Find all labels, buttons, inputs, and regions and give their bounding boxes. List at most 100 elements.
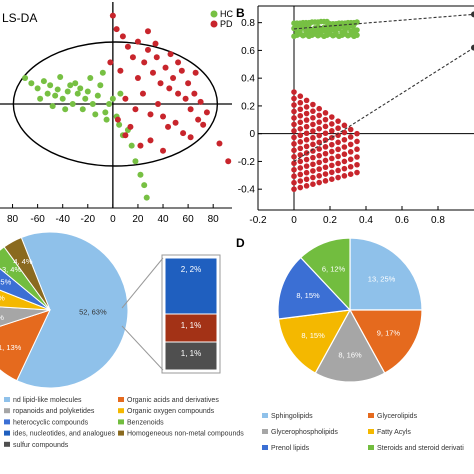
point-q2 <box>329 176 335 182</box>
point-pd <box>134 38 141 45</box>
point-hc <box>141 182 148 189</box>
legend-marker-hc <box>210 10 218 18</box>
point-pd <box>197 98 204 105</box>
point-q2 <box>341 122 348 129</box>
legend-swatch <box>262 445 268 450</box>
legend-label: nd lipid-like molecules <box>13 397 82 404</box>
pie-slice <box>349 237 423 311</box>
x-tick-label: 40 <box>157 214 169 225</box>
point-pd <box>152 40 159 47</box>
point-q2 <box>291 134 297 141</box>
point-q2 <box>297 106 304 113</box>
point-q2 <box>310 108 316 114</box>
point-q2 <box>354 146 360 153</box>
point-q2 <box>329 155 335 162</box>
pie-slice-label: 8, 15% <box>301 331 325 340</box>
point-hc <box>37 95 44 102</box>
legend-marker-pd <box>210 20 218 28</box>
point-hc <box>59 95 66 102</box>
point-pd <box>200 121 207 128</box>
legend-swatch <box>262 413 268 418</box>
pie-slice <box>16 231 129 389</box>
point-pd <box>203 109 210 116</box>
point-q2 <box>310 121 316 128</box>
point-q2 <box>303 137 310 143</box>
point-q2 <box>310 174 316 181</box>
legend-swatch <box>4 397 10 402</box>
point-q2 <box>316 166 323 172</box>
legend-label: Organic acids and derivatives <box>127 397 219 404</box>
x-tick-label: -20 <box>81 214 96 225</box>
point-pd <box>137 142 144 149</box>
pie-slice-label: 4, 5% <box>0 294 5 303</box>
point-q2 <box>354 130 360 137</box>
y-tick-label: -0.2 <box>238 157 256 168</box>
pie-slice <box>299 237 351 312</box>
y-tick-label: 0.6 <box>241 46 255 57</box>
pie-slice-label: 3, 4% <box>2 265 22 274</box>
legend-swatch <box>4 430 10 436</box>
point-q2 <box>297 178 304 184</box>
legend-label: Steroids and steroid derivati <box>377 445 464 452</box>
panel-c-pie: 52, 63% 11, 13% 5, 6% 4, 5% 4, 5% 3, 4%4, 4% 2… <box>0 231 244 449</box>
legend-swatch <box>4 441 10 447</box>
point-pd <box>166 85 173 92</box>
legend-label: heterocyclic compounds <box>13 419 89 426</box>
y-tick-label: 0.4 <box>241 74 255 85</box>
point-q2 <box>310 128 316 134</box>
point-q2 <box>322 157 329 164</box>
point-q2 <box>303 163 310 169</box>
pie-slice-label: 4, 4% <box>13 257 33 266</box>
point-q2 <box>354 154 360 160</box>
pie-slice-label: 8, 15% <box>296 291 320 300</box>
point-q2 <box>329 162 335 169</box>
point-pd <box>160 113 167 120</box>
point-q2 <box>341 144 348 150</box>
panel-label-b: B <box>236 6 245 20</box>
point-q2 <box>310 168 316 174</box>
point-pd <box>172 119 179 126</box>
point-pd <box>187 106 194 113</box>
legend-label: HC <box>220 9 233 19</box>
legend-swatch <box>118 419 124 425</box>
point-q2 <box>291 89 297 95</box>
point-q2 <box>341 158 348 165</box>
point-q2 <box>291 115 297 121</box>
point-pd <box>139 90 146 97</box>
point-hc <box>137 171 144 178</box>
y-tick-label: 0.8 <box>241 18 255 29</box>
point-q2 <box>347 149 354 155</box>
point-pd <box>185 80 192 87</box>
point-hc <box>128 142 135 149</box>
point-q2 <box>303 110 310 117</box>
point-pd <box>127 123 134 130</box>
bar-segment <box>164 313 218 343</box>
legend-swatch <box>368 413 374 418</box>
point-hc <box>72 80 79 87</box>
point-q2 <box>291 179 297 186</box>
point-hc <box>106 101 113 107</box>
point-r2 <box>354 32 360 38</box>
point-pd <box>182 95 189 102</box>
point-q2 <box>335 118 341 124</box>
point-q2 <box>297 126 304 132</box>
point-q2 <box>322 123 329 130</box>
legend-label: Benzenoids <box>127 419 164 426</box>
x-tick-label: 0.6 <box>395 215 409 226</box>
point-q2 <box>297 119 304 126</box>
bar-segment-label: 1, 1% <box>181 349 201 358</box>
point-q2 <box>347 156 354 163</box>
point-q2 <box>341 136 348 143</box>
point-q2 <box>303 156 310 163</box>
panel-d-pie: D 13, 25% 9, 17% 8, 16% 8, 15% 8, 15% 6, 12% S… <box>236 236 464 452</box>
point-hc <box>77 85 84 92</box>
point-pd <box>132 106 139 113</box>
legend-label: ropanoids and polyketides <box>13 408 95 415</box>
point-q2 <box>316 105 323 112</box>
legend-label: sulfur compounds <box>13 442 69 449</box>
point-hc <box>64 88 71 95</box>
point-pd <box>129 54 136 61</box>
x-tick-label: -0.2 <box>249 215 267 226</box>
point-q2 <box>291 173 297 180</box>
